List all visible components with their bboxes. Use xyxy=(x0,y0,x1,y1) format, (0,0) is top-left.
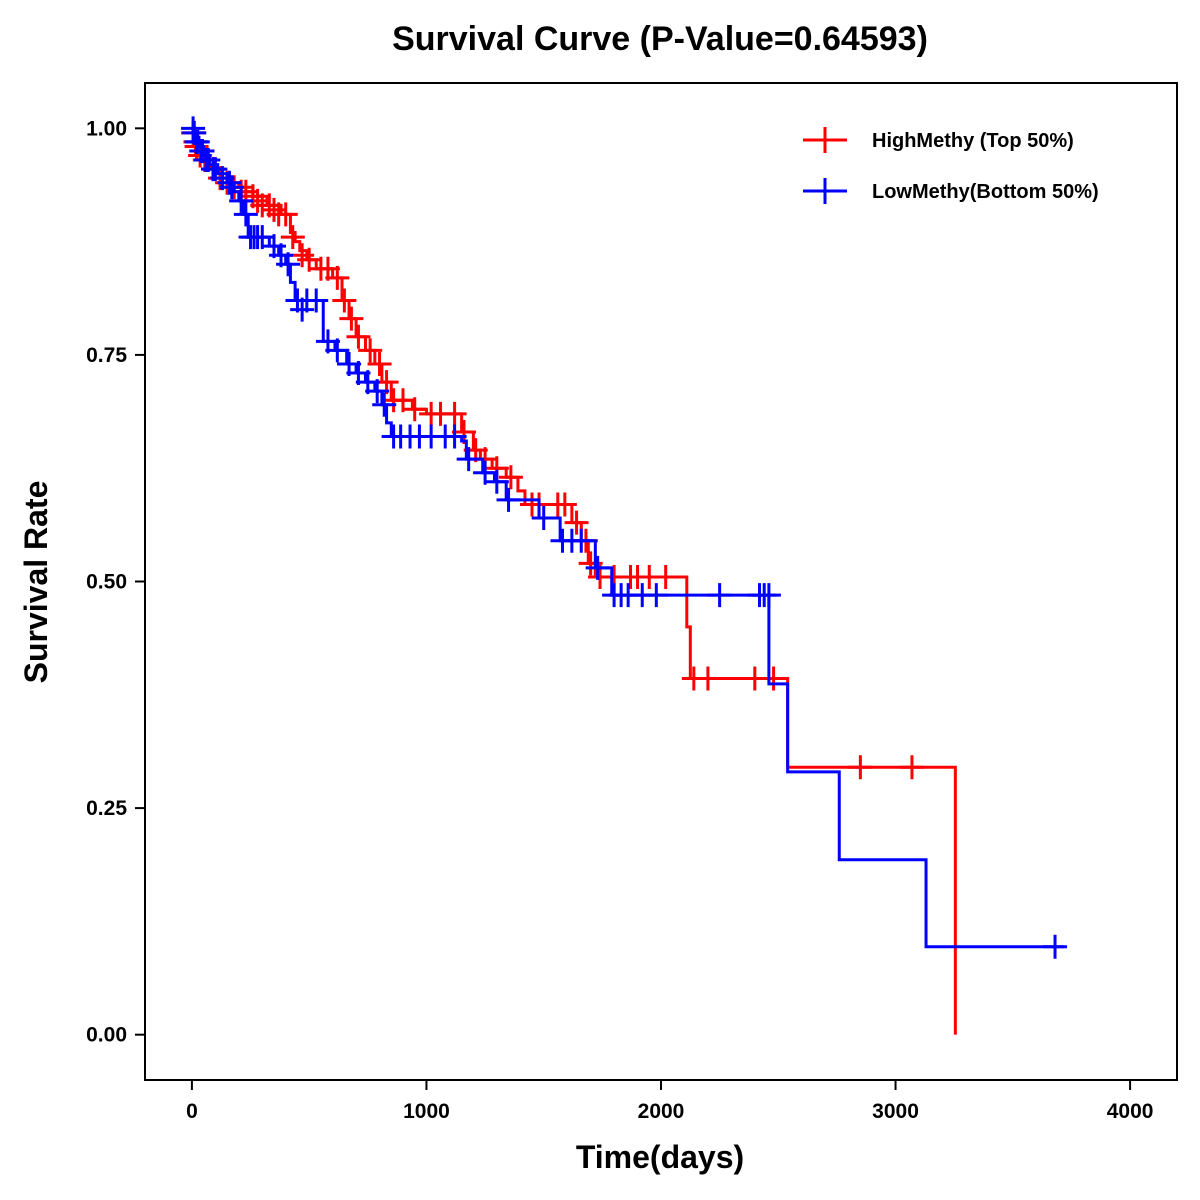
x-tick-label: 1000 xyxy=(403,1100,450,1123)
censor-mark xyxy=(695,666,720,691)
x-axis: 0 1000 2000 3000 4000 xyxy=(186,1080,1153,1123)
x-axis-label: Time(days) xyxy=(576,1139,744,1175)
censor-mark xyxy=(442,424,467,449)
x-tick-label: 0 xyxy=(186,1100,198,1123)
censor-mark xyxy=(332,288,357,313)
censor-mark xyxy=(325,338,350,363)
censor-mark xyxy=(484,469,509,494)
censor-mark xyxy=(402,397,427,422)
y-tick-label: 0.75 xyxy=(86,344,127,367)
y-tick-label: 0.25 xyxy=(86,797,127,820)
legend: HighMethy (Top 50%) LowMethy(Bottom 50%) xyxy=(803,127,1099,204)
y-axis-label: Survival Rate xyxy=(18,481,54,684)
censor-mark xyxy=(899,755,924,780)
censor-mark xyxy=(233,202,258,227)
censor-mark xyxy=(442,401,467,426)
censor-mark xyxy=(339,306,364,331)
legend-label: HighMethy (Top 50%) xyxy=(872,130,1074,152)
y-tick-label: 0.50 xyxy=(86,571,127,594)
censor-mark xyxy=(552,492,577,517)
censor-mark xyxy=(372,392,397,417)
censor-mark xyxy=(848,755,873,780)
censor-mark xyxy=(1043,934,1068,959)
censor-mark xyxy=(219,175,244,200)
censor-mark xyxy=(276,252,301,277)
censor-mark xyxy=(707,583,732,608)
censor-mark xyxy=(756,583,781,608)
censor-mark xyxy=(564,510,589,535)
censor-mark xyxy=(365,379,390,404)
legend-key xyxy=(803,127,847,153)
y-axis: 0.00 0.25 0.50 0.75 1.00 xyxy=(86,117,145,1047)
censor-mark xyxy=(346,324,371,349)
series-1 xyxy=(181,116,1068,959)
censor-mark xyxy=(761,666,786,691)
censor-mark xyxy=(585,555,610,580)
censor-mark xyxy=(456,447,481,472)
censor-mark xyxy=(496,487,521,512)
censor-mark xyxy=(653,564,678,589)
censor-mark xyxy=(304,288,329,313)
censor-mark xyxy=(531,506,556,531)
censor-mark xyxy=(644,583,669,608)
censor-mark xyxy=(569,528,594,553)
censor-mark xyxy=(325,265,350,290)
censor-mark xyxy=(498,465,523,490)
x-tick-label: 3000 xyxy=(872,1100,919,1123)
censor-mark xyxy=(367,351,392,376)
series-layer xyxy=(181,116,1068,1035)
legend-key xyxy=(803,178,847,204)
censor-mark xyxy=(358,338,383,363)
y-tick-label: 1.00 xyxy=(86,117,127,140)
legend-label: LowMethy(Bottom 50%) xyxy=(872,181,1099,203)
censor-mark xyxy=(229,188,254,213)
censor-mark xyxy=(217,170,242,195)
chart-title: Survival Curve (P-Value=0.64593) xyxy=(392,20,928,58)
x-tick-label: 4000 xyxy=(1107,1100,1154,1123)
y-tick-label: 0.00 xyxy=(86,1024,127,1047)
censor-mark xyxy=(273,202,298,227)
x-tick-label: 2000 xyxy=(638,1100,685,1123)
censor-mark xyxy=(262,197,286,222)
censor-mark xyxy=(280,225,305,250)
